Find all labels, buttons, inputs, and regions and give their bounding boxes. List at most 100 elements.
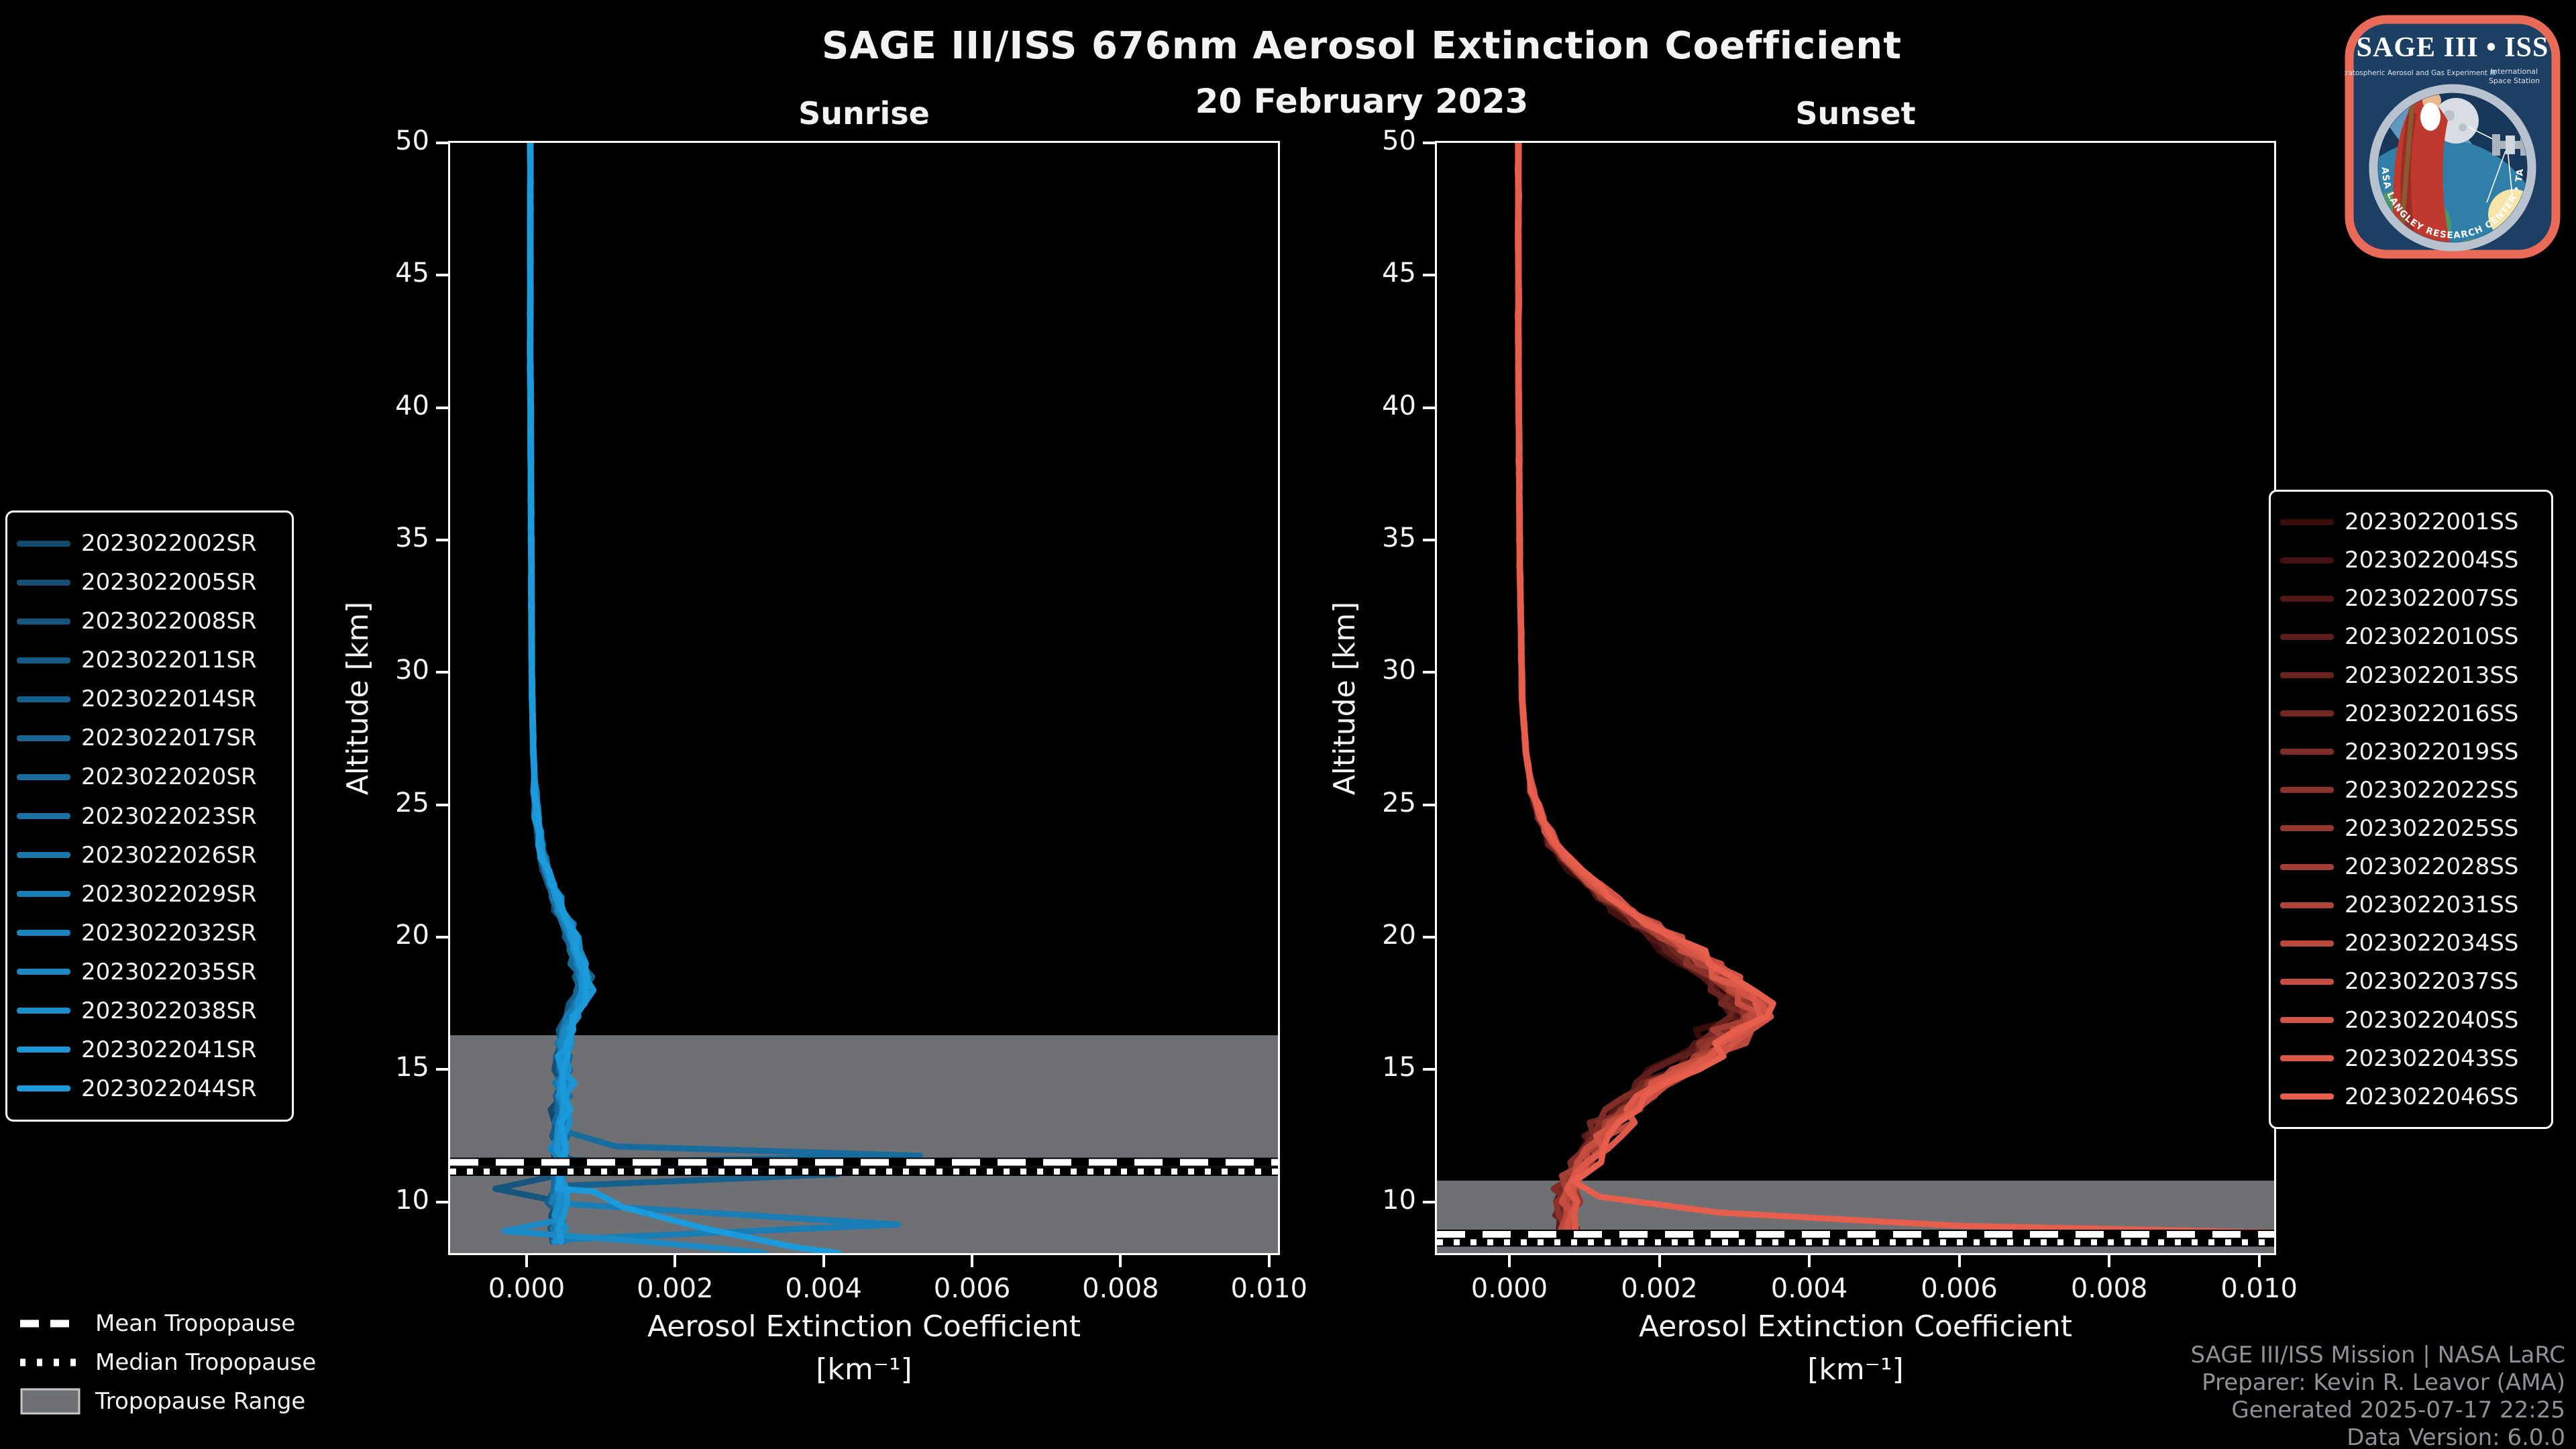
y-tick-label: 25 bbox=[1382, 787, 1416, 818]
legend-line-swatch bbox=[17, 930, 70, 936]
tropopause-legend-range: Tropopause Range bbox=[20, 1382, 316, 1421]
legend-line-swatch bbox=[17, 657, 70, 663]
y-tick-label: 20 bbox=[395, 920, 429, 951]
x-tick-label: 0.002 bbox=[637, 1273, 714, 1304]
legend-item: 2023022023SR bbox=[17, 803, 282, 830]
legend-item: 2023022008SR bbox=[17, 608, 282, 635]
legend-item: 2023022005SR bbox=[17, 569, 282, 596]
legend-label: 2023022037SS bbox=[2345, 968, 2519, 996]
legend-label: 2023022007SS bbox=[2345, 585, 2519, 612]
legend-item: 2023022034SS bbox=[2280, 930, 2542, 957]
legend-item: 2023022035SR bbox=[17, 959, 282, 985]
watermark-line-3: Generated 2025-07-17 22:25 bbox=[2231, 1397, 2565, 1424]
legend-item: 2023022011SR bbox=[17, 647, 282, 674]
legend-item: 2023022010SS bbox=[2280, 623, 2542, 650]
x-tick-label: 0.006 bbox=[933, 1273, 1011, 1304]
legend-line-swatch bbox=[17, 1085, 70, 1092]
legend-item: 2023022007SS bbox=[2280, 585, 2542, 612]
legend-line-swatch bbox=[17, 773, 70, 780]
legend-line-swatch bbox=[2280, 902, 2334, 908]
legend-label: 2023022004SS bbox=[2345, 547, 2519, 574]
profile-2023022022SS bbox=[1515, 143, 1747, 1245]
legend-label: 2023022040SS bbox=[2345, 1006, 2519, 1034]
y-tick bbox=[1423, 1068, 1435, 1071]
y-tick bbox=[436, 803, 448, 806]
legend-label: 2023022008SR bbox=[81, 608, 257, 635]
legend-line-swatch bbox=[2280, 557, 2334, 564]
mean-tropopause-dash-icon bbox=[20, 1320, 80, 1328]
sunrise-plot-area bbox=[448, 141, 1280, 1255]
y-tick-label: 15 bbox=[395, 1052, 429, 1083]
profile-2023022013SS bbox=[1515, 143, 1737, 1245]
legend-line-swatch bbox=[17, 891, 70, 898]
legend-label: 2023022022SS bbox=[2345, 776, 2519, 804]
y-tick bbox=[1423, 1200, 1435, 1203]
x-tick-label: 0.000 bbox=[488, 1273, 566, 1304]
legend-label: 2023022041SR bbox=[81, 1036, 257, 1063]
y-tick-label: 10 bbox=[395, 1184, 429, 1216]
legend-line-swatch bbox=[17, 540, 70, 547]
x-tick-label: 0.004 bbox=[1770, 1273, 1848, 1304]
y-tick-label: 25 bbox=[395, 787, 429, 818]
legend-item: 2023022043SS bbox=[2280, 1045, 2542, 1072]
profile-2023022016SS bbox=[1515, 143, 1757, 1245]
profile-2023022010SS bbox=[1515, 143, 1758, 1245]
legend-item: 2023022041SR bbox=[17, 1036, 282, 1063]
y-tick-label: 50 bbox=[1382, 125, 1416, 156]
legend-line-swatch bbox=[2280, 863, 2334, 870]
legend-line-swatch bbox=[2280, 978, 2334, 985]
legend-item: 2023022032SR bbox=[17, 920, 282, 947]
legend-item: 2023022044SR bbox=[17, 1075, 282, 1102]
legend-label: 2023022031SS bbox=[2345, 892, 2519, 919]
legend-line-swatch bbox=[2280, 595, 2334, 602]
y-tick-label: 45 bbox=[395, 258, 429, 289]
father-time-figure bbox=[2393, 93, 2452, 242]
legend-label: 2023022010SS bbox=[2345, 623, 2519, 651]
y-tick-label: 30 bbox=[1382, 655, 1416, 686]
legend-label: 2023022014SR bbox=[81, 686, 257, 713]
profile-2023022004SS bbox=[1514, 143, 1748, 1245]
x-tick-label: 0.004 bbox=[785, 1273, 862, 1304]
y-axis-label: Altitude [km] bbox=[1328, 601, 1362, 795]
patch-title: SAGE III • ISS bbox=[2357, 32, 2549, 63]
y-tick-label: 35 bbox=[395, 523, 429, 554]
tropopause-legend-mean: Mean Tropopause bbox=[20, 1304, 316, 1343]
x-tick-label: 0.010 bbox=[2220, 1273, 2298, 1304]
y-tick bbox=[436, 539, 448, 542]
y-tick bbox=[436, 1200, 448, 1203]
legend-item: 2023022029SR bbox=[17, 881, 282, 908]
legend-label: 2023022029SR bbox=[81, 880, 257, 908]
legend-label: 2023022046SS bbox=[2345, 1083, 2519, 1110]
legend-line-swatch bbox=[2280, 519, 2334, 525]
tropopause-range-label: Tropopause Range bbox=[95, 1388, 306, 1415]
x-axis-unit: [km⁻¹] bbox=[1807, 1352, 1904, 1387]
patch-subtitle-right-2: Space Station bbox=[2489, 76, 2540, 85]
patch-subtitle-right-1: International bbox=[2491, 67, 2538, 76]
legend-label: 2023022034SS bbox=[2345, 930, 2519, 957]
legend-item: 2023022038SR bbox=[17, 998, 282, 1024]
profile-2023022044SR bbox=[527, 143, 842, 1253]
moon-crater bbox=[2444, 110, 2455, 121]
x-tick-label: 0.008 bbox=[2070, 1273, 2148, 1304]
y-tick bbox=[436, 274, 448, 277]
legend-item: 2023022025SS bbox=[2280, 815, 2542, 842]
watermark-line-4: Data Version: 6.0.0 bbox=[2347, 1424, 2565, 1449]
legend-item: 2023022026SR bbox=[17, 842, 282, 869]
x-axis-unit: [km⁻¹] bbox=[816, 1352, 912, 1387]
legend-item: 2023022013SS bbox=[2280, 662, 2542, 689]
legend-line-swatch bbox=[17, 852, 70, 859]
y-tick-label: 30 bbox=[395, 655, 429, 686]
legend-label: 2023022043SS bbox=[2345, 1044, 2519, 1072]
legend-label: 2023022001SS bbox=[2345, 508, 2519, 536]
page-subtitle: 20 February 2023 bbox=[1195, 82, 1529, 121]
sunrise-chart bbox=[450, 143, 1278, 1253]
legend-line-swatch bbox=[2280, 749, 2334, 755]
y-tick-label: 15 bbox=[1382, 1052, 1416, 1083]
legend-line-swatch bbox=[2280, 787, 2334, 794]
legend-label: 2023022025SS bbox=[2345, 814, 2519, 842]
legend-label: 2023022026SR bbox=[81, 841, 257, 869]
tropopause-range-band bbox=[450, 1035, 1278, 1253]
legend-label: 2023022002SR bbox=[81, 530, 257, 557]
y-tick bbox=[1423, 803, 1435, 806]
